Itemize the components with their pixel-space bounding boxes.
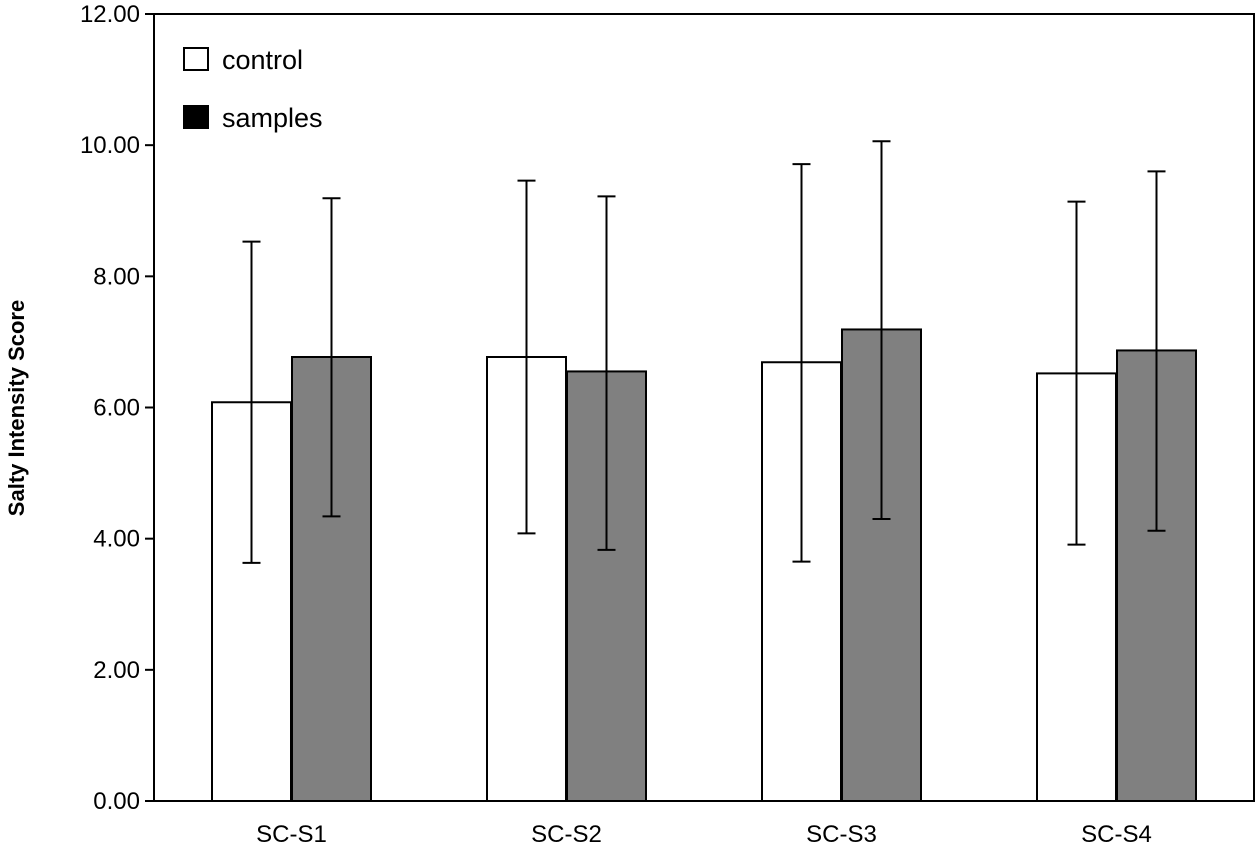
y-axis: 0.00 2.00 4.00 6.00 8.00 10.00 12.00 bbox=[80, 1, 154, 815]
y-tick-label: 0.00 bbox=[93, 788, 140, 815]
legend: control samples bbox=[183, 45, 323, 133]
x-axis: SC-S1 SC-S2 SC-S3 SC-S4 bbox=[256, 821, 1152, 848]
y-tick-label: 6.00 bbox=[93, 395, 140, 422]
y-tick-label: 4.00 bbox=[93, 526, 140, 553]
y-tick-label: 10.00 bbox=[80, 132, 140, 159]
legend-label-control: control bbox=[222, 45, 303, 75]
x-tick-label: SC-S4 bbox=[1081, 821, 1152, 848]
bars-layer bbox=[211, 328, 1197, 802]
x-tick-label: SC-S1 bbox=[256, 821, 327, 848]
legend-swatch-samples bbox=[183, 105, 209, 129]
y-tick-label: 12.00 bbox=[80, 1, 140, 28]
y-axis-label: Salty Intensity Score bbox=[4, 300, 29, 516]
legend-label-samples: samples bbox=[222, 103, 323, 133]
legend-swatch-control bbox=[183, 47, 209, 71]
y-tick-label: 2.00 bbox=[93, 657, 140, 684]
y-tick-label: 8.00 bbox=[93, 263, 140, 290]
x-tick-label: SC-S2 bbox=[531, 821, 602, 848]
error-bars-layer bbox=[242, 140, 1166, 564]
x-tick-label: SC-S3 bbox=[806, 821, 877, 848]
